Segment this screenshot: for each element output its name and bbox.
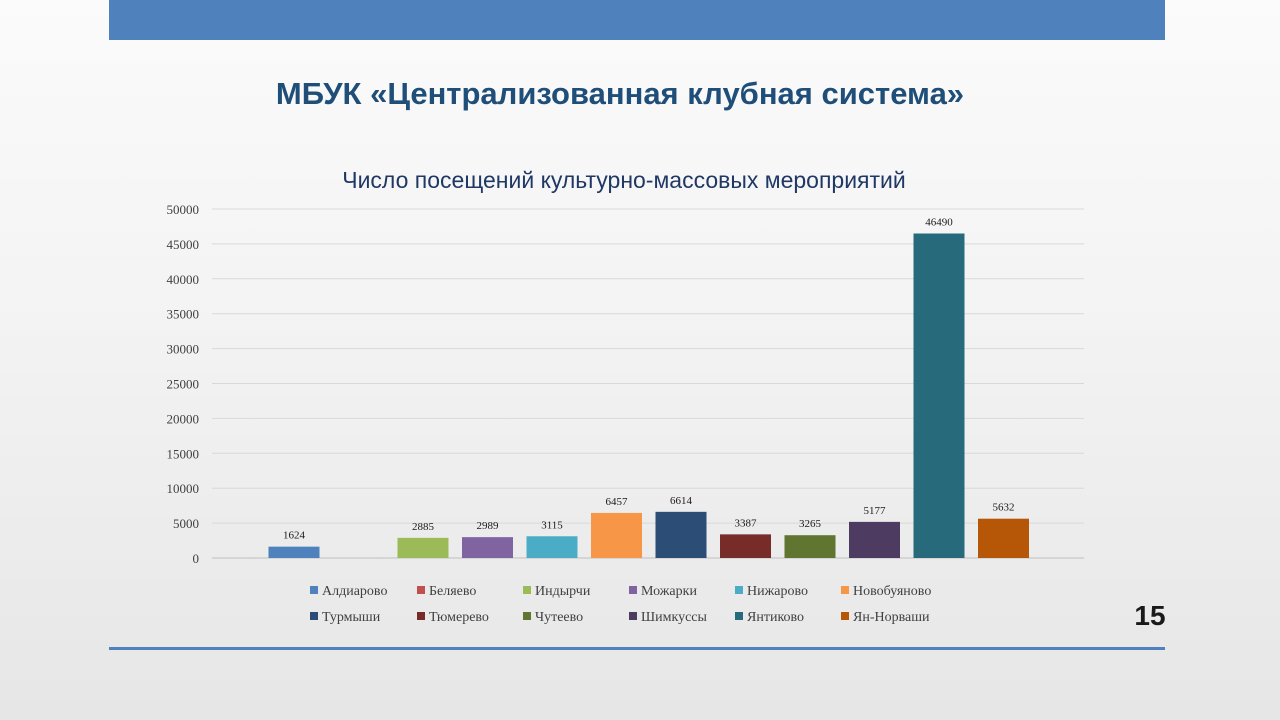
data-label: 46490 [925,216,953,228]
bar-9 [784,535,836,558]
data-label: 3387 [735,517,758,529]
legend-swatch [523,586,531,594]
chart-title: Число посещений культурно-массовых мероп… [342,167,905,193]
data-label: 5632 [993,502,1015,514]
y-tick-label: 40000 [167,272,200,287]
y-tick-label: 35000 [167,307,200,322]
bar-8 [720,534,771,558]
data-labels: 1624 2885 2989 3115 6457 6614 3387 3265 5177 4649… [283,216,1015,541]
data-label: 6457 [606,496,629,508]
chart-legend: Алдиарово Беляево Индырчи Можарки Нижарово Но… [310,584,931,625]
bar-10 [849,521,900,558]
legend-swatch [841,612,849,620]
legend-label: Нижарово [747,584,808,599]
y-tick-label: 30000 [167,342,200,357]
legend-swatch [417,612,425,620]
legend-label: Беляево [429,584,476,599]
legend-swatch [629,586,637,594]
y-tick-label: 0 [193,551,200,566]
data-label: 2885 [412,521,435,533]
legend-label: Турмыши [322,610,381,625]
legend-swatch [841,586,849,594]
chart-bars [268,233,1029,558]
legend-label: Ян-Норваши [853,610,930,625]
y-tick-label: 5000 [173,516,199,531]
legend-swatch [629,612,637,620]
legend-label: Шимкуссы [641,610,708,625]
bar-4 [462,537,513,558]
legend-swatch [310,586,318,594]
data-label: 2989 [477,520,500,532]
top-accent-bar [109,0,1165,40]
bar-3 [397,537,449,558]
bar-7 [655,511,707,558]
y-tick-label: 25000 [167,377,200,392]
legend-swatch [735,586,743,594]
legend-label: Тюмерево [429,610,489,625]
data-label: 6614 [670,495,693,507]
legend-label: Можарки [641,584,697,599]
legend-swatch [735,612,743,620]
y-tick-label: 50000 [167,202,200,217]
data-label: 3115 [541,519,563,531]
bar-5 [526,536,578,558]
bar-11 [913,233,965,558]
legend-swatch [523,612,531,620]
legend-label: Янтиково [747,610,804,625]
legend-label: Новобуяново [853,584,931,599]
legend-swatch [417,586,425,594]
legend-label: Чутеево [535,610,583,625]
bottom-accent-rule [109,647,1165,650]
slide-title: МБУК «Централизованная клубная система» [275,76,965,111]
data-label: 5177 [864,505,887,517]
y-tick-label: 15000 [167,446,200,461]
legend-label: Индырчи [535,584,591,599]
y-axis: 0 5000 10000 15000 20000 25000 30000 35000 40000… [167,202,200,566]
legend-swatch [310,612,318,620]
data-label: 3265 [799,518,822,530]
y-tick-label: 10000 [167,481,200,496]
bar-1 [268,546,320,558]
data-label: 1624 [283,530,306,542]
bar-12 [978,518,1029,558]
page-number: 15 [1134,600,1166,631]
bar-6 [591,512,642,558]
y-tick-label: 45000 [167,237,200,252]
y-tick-label: 20000 [167,411,200,426]
legend-label: Алдиарово [322,584,387,599]
